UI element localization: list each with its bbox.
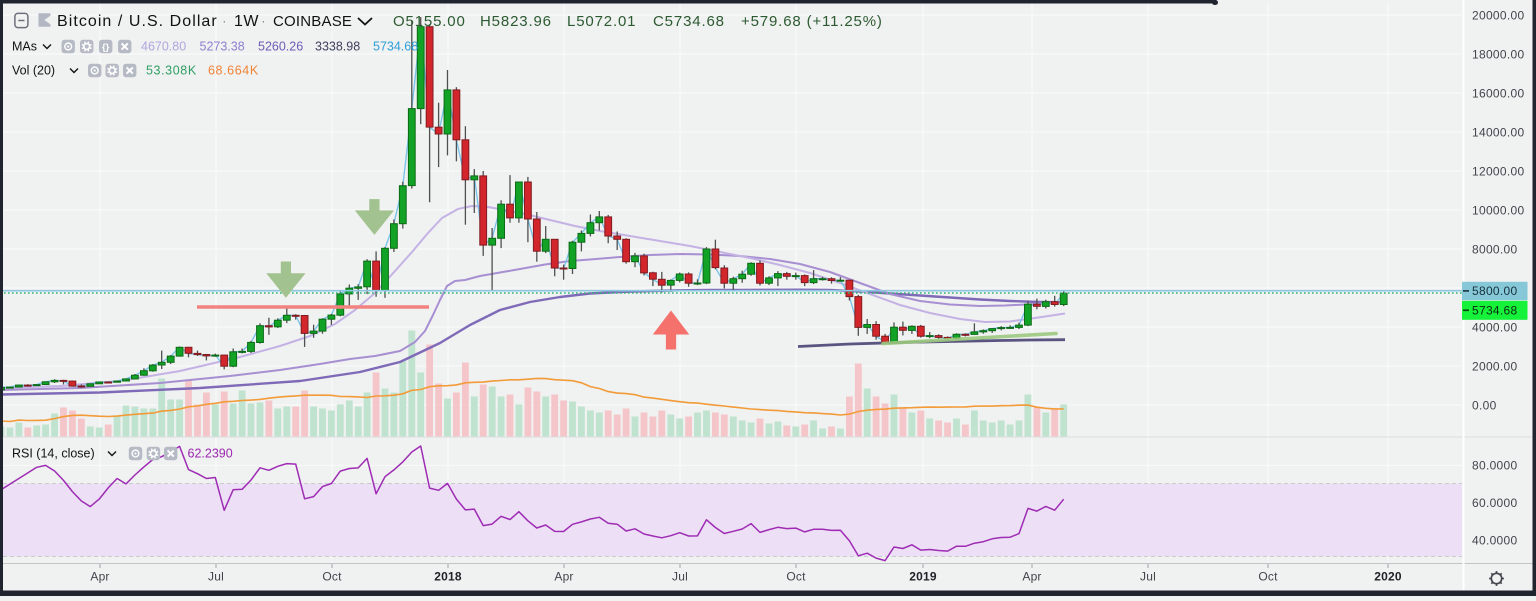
svg-text:18000.00: 18000.00 bbox=[1472, 47, 1524, 61]
svg-text:+579.68 (+11.25%): +579.68 (+11.25%) bbox=[741, 13, 883, 30]
svg-text:5734.68: 5734.68 bbox=[373, 40, 418, 54]
svg-text:2019: 2019 bbox=[909, 570, 937, 584]
svg-text:20000.00: 20000.00 bbox=[1472, 8, 1524, 22]
svg-text:5800.00: 5800.00 bbox=[1472, 284, 1518, 298]
svg-text:14000.00: 14000.00 bbox=[1472, 125, 1524, 139]
svg-text:·: · bbox=[261, 13, 266, 29]
svg-text:Oct: Oct bbox=[786, 570, 806, 584]
svg-text:C5734.68: C5734.68 bbox=[653, 13, 725, 30]
svg-text:Apr: Apr bbox=[90, 570, 109, 584]
svg-text:Jul: Jul bbox=[1140, 570, 1156, 584]
svg-text:0.00: 0.00 bbox=[1472, 398, 1497, 412]
svg-text:·: · bbox=[222, 13, 227, 29]
svg-text:COINBASE: COINBASE bbox=[273, 13, 352, 30]
svg-text:Apr: Apr bbox=[1022, 570, 1041, 584]
svg-text:RSI (14, close): RSI (14, close) bbox=[12, 447, 95, 461]
svg-text:Jul: Jul bbox=[208, 570, 224, 584]
svg-text:10000.00: 10000.00 bbox=[1472, 203, 1524, 217]
svg-text:53.308K: 53.308K bbox=[146, 64, 197, 78]
svg-text:O5155.00: O5155.00 bbox=[393, 13, 466, 30]
svg-text:Jul: Jul bbox=[672, 570, 688, 584]
svg-text:1W: 1W bbox=[234, 13, 259, 30]
svg-text:60.0000: 60.0000 bbox=[1472, 496, 1518, 510]
svg-text:4000.00: 4000.00 bbox=[1472, 320, 1518, 334]
svg-text:Vol (20): Vol (20) bbox=[12, 64, 55, 78]
svg-text:2018: 2018 bbox=[434, 570, 462, 584]
svg-text:12000.00: 12000.00 bbox=[1472, 164, 1524, 178]
svg-text:40.0000: 40.0000 bbox=[1472, 534, 1518, 548]
svg-text:2020: 2020 bbox=[1374, 570, 1402, 584]
svg-text:Apr: Apr bbox=[554, 570, 573, 584]
svg-text:Oct: Oct bbox=[1258, 570, 1278, 584]
svg-text:80.0000: 80.0000 bbox=[1472, 459, 1518, 473]
svg-text:5734.68: 5734.68 bbox=[1472, 304, 1518, 318]
svg-text:62.2390: 62.2390 bbox=[188, 447, 233, 461]
svg-text:{}: {} bbox=[102, 42, 110, 53]
svg-text:8000.00: 8000.00 bbox=[1472, 242, 1518, 256]
svg-text:68.664K: 68.664K bbox=[208, 64, 259, 78]
svg-text:5273.38: 5273.38 bbox=[200, 40, 245, 54]
svg-text:2000.00: 2000.00 bbox=[1472, 359, 1518, 373]
svg-text:L5072.01: L5072.01 bbox=[567, 13, 636, 30]
svg-text:Oct: Oct bbox=[322, 570, 342, 584]
svg-text:Bitcoin / U.S. Dollar: Bitcoin / U.S. Dollar bbox=[57, 13, 218, 30]
svg-text:3338.98: 3338.98 bbox=[315, 40, 360, 54]
svg-text:MAs: MAs bbox=[12, 40, 37, 54]
svg-text:H5823.96: H5823.96 bbox=[480, 13, 552, 30]
svg-text:4670.80: 4670.80 bbox=[141, 40, 186, 54]
svg-text:16000.00: 16000.00 bbox=[1472, 86, 1524, 100]
svg-text:5260.26: 5260.26 bbox=[258, 40, 303, 54]
